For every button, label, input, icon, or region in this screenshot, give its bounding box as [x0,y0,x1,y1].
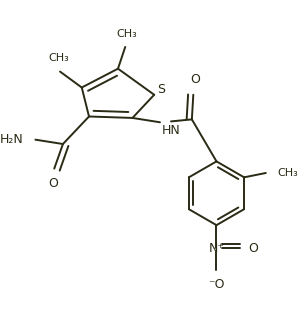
Text: CH₃: CH₃ [48,53,69,63]
Text: O: O [48,177,58,190]
Text: N⁺: N⁺ [208,242,224,255]
Text: HN: HN [161,124,180,137]
Text: O: O [248,242,258,255]
Text: CH₃: CH₃ [116,29,137,39]
Text: CH₃: CH₃ [278,168,298,178]
Text: O: O [190,73,200,86]
Text: ⁻O: ⁻O [208,278,225,291]
Text: S: S [157,83,165,96]
Text: H₂N: H₂N [0,133,24,146]
